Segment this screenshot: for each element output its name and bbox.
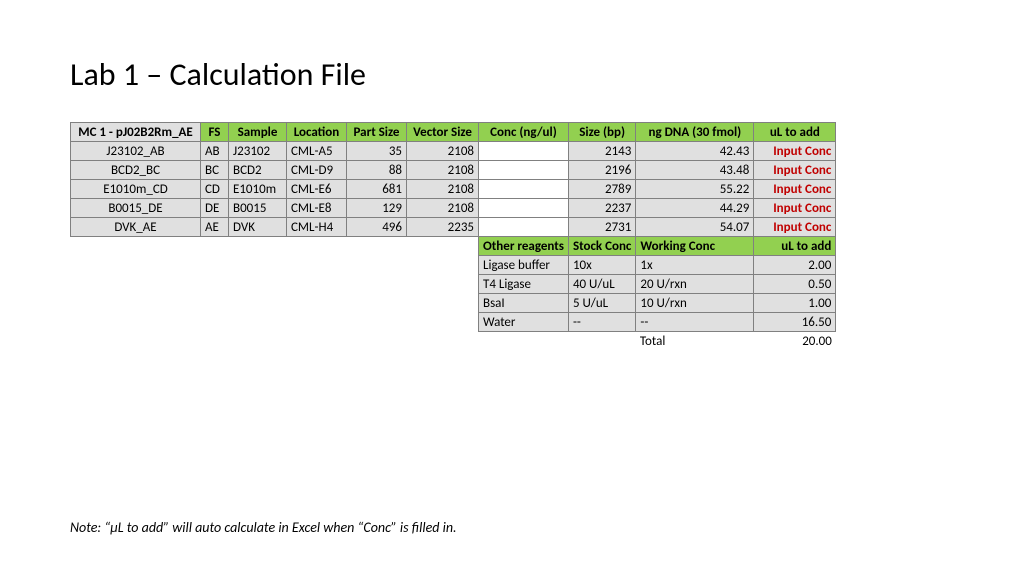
table-row: BCD2_BC BC BCD2 CML-D9 88 2108 2196 43.4… (71, 161, 836, 180)
cell-input-conc: Input Conc (754, 218, 836, 237)
cell: 129 (347, 199, 407, 218)
reagent-name: T4 Ligase (479, 275, 569, 294)
cell-input-conc: Input Conc (754, 180, 836, 199)
footnote: Note: “µL to add” will auto calculate in… (70, 519, 457, 536)
cell: 16.50 (754, 313, 836, 332)
cell: 2237 (568, 199, 635, 218)
main-table: MC 1 - pJ02B2Rm_AE FS Sample Location Pa… (70, 122, 836, 351)
table-row: B0015_DE DE B0015 CML-E8 129 2108 2237 4… (71, 199, 836, 218)
cell: 2235 (407, 218, 479, 237)
cell: CML-E8 (287, 199, 347, 218)
cell: 35 (347, 142, 407, 161)
cell: B0015 (229, 199, 287, 218)
cell: 2108 (407, 199, 479, 218)
cell: 5 U/uL (568, 294, 635, 313)
cell-input-conc: Input Conc (754, 199, 836, 218)
cell: CD (201, 180, 229, 199)
cell: 88 (347, 161, 407, 180)
cell: 2196 (568, 161, 635, 180)
col-header: Sample (229, 123, 287, 142)
total-row: Total 20.00 (71, 332, 836, 351)
cell-conc-input[interactable] (479, 161, 569, 180)
cell: 681 (347, 180, 407, 199)
col-header: Part Size (347, 123, 407, 142)
cell: 0.50 (754, 275, 836, 294)
cell: 496 (347, 218, 407, 237)
col-header: uL to add (754, 123, 836, 142)
row-name: BCD2_BC (71, 161, 201, 180)
cell: CML-E6 (287, 180, 347, 199)
cell: 54.07 (636, 218, 754, 237)
row-name: E1010m_CD (71, 180, 201, 199)
reagents-row: BsaI 5 U/uL 10 U/rxn 1.00 (71, 294, 836, 313)
table-row: DVK_AE AE DVK CML-H4 496 2235 2731 54.07… (71, 218, 836, 237)
cell: CML-D9 (287, 161, 347, 180)
cell: BCD2 (229, 161, 287, 180)
cell: DE (201, 199, 229, 218)
col-header: Working Conc (636, 237, 754, 256)
cell: DVK (229, 218, 287, 237)
cell: 1x (636, 256, 754, 275)
cell: 10x (568, 256, 635, 275)
col-header: Other reagents (479, 237, 569, 256)
cell-conc-input[interactable] (479, 199, 569, 218)
reagents-row: Water -- -- 16.50 (71, 313, 836, 332)
cell: J23102 (229, 142, 287, 161)
col-header: ng DNA (30 fmol) (636, 123, 754, 142)
total-value: 20.00 (754, 332, 836, 351)
table-corner: MC 1 - pJ02B2Rm_AE (71, 123, 201, 142)
cell: 40 U/uL (568, 275, 635, 294)
cell: 2143 (568, 142, 635, 161)
cell: CML-H4 (287, 218, 347, 237)
cell: 43.48 (636, 161, 754, 180)
cell: E1010m (229, 180, 287, 199)
cell: 2108 (407, 142, 479, 161)
cell: CML-A5 (287, 142, 347, 161)
cell: 44.29 (636, 199, 754, 218)
cell-conc-input[interactable] (479, 180, 569, 199)
col-header: Size (bp) (568, 123, 635, 142)
col-header: Location (287, 123, 347, 142)
col-header: Vector Size (407, 123, 479, 142)
cell: 42.43 (636, 142, 754, 161)
reagents-header-row: Other reagents Stock Conc Working Conc u… (71, 237, 836, 256)
cell-conc-input[interactable] (479, 218, 569, 237)
cell: 1.00 (754, 294, 836, 313)
reagents-row: T4 Ligase 40 U/uL 20 U/rxn 0.50 (71, 275, 836, 294)
cell: 2108 (407, 161, 479, 180)
cell-conc-input[interactable] (479, 142, 569, 161)
col-header: Stock Conc (568, 237, 635, 256)
reagents-row: Ligase buffer 10x 1x 2.00 (71, 256, 836, 275)
row-name: DVK_AE (71, 218, 201, 237)
reagent-name: Ligase buffer (479, 256, 569, 275)
cell: 55.22 (636, 180, 754, 199)
cell: 2108 (407, 180, 479, 199)
cell: 2789 (568, 180, 635, 199)
cell: 2731 (568, 218, 635, 237)
cell: -- (568, 313, 635, 332)
row-name: B0015_DE (71, 199, 201, 218)
page-title: Lab 1 – Calculation File (70, 55, 954, 94)
cell: AB (201, 142, 229, 161)
row-name: J23102_AB (71, 142, 201, 161)
col-header: Conc (ng/ul) (479, 123, 569, 142)
total-label: Total (636, 332, 754, 351)
reagent-name: Water (479, 313, 569, 332)
cell: 20 U/rxn (636, 275, 754, 294)
cell: BC (201, 161, 229, 180)
cell-input-conc: Input Conc (754, 142, 836, 161)
reagent-name: BsaI (479, 294, 569, 313)
cell: AE (201, 218, 229, 237)
cell: 10 U/rxn (636, 294, 754, 313)
cell: 2.00 (754, 256, 836, 275)
table-row: E1010m_CD CD E1010m CML-E6 681 2108 2789… (71, 180, 836, 199)
cell: -- (636, 313, 754, 332)
col-header: uL to add (754, 237, 836, 256)
cell-input-conc: Input Conc (754, 161, 836, 180)
col-header: FS (201, 123, 229, 142)
table-row: J23102_AB AB J23102 CML-A5 35 2108 2143 … (71, 142, 836, 161)
